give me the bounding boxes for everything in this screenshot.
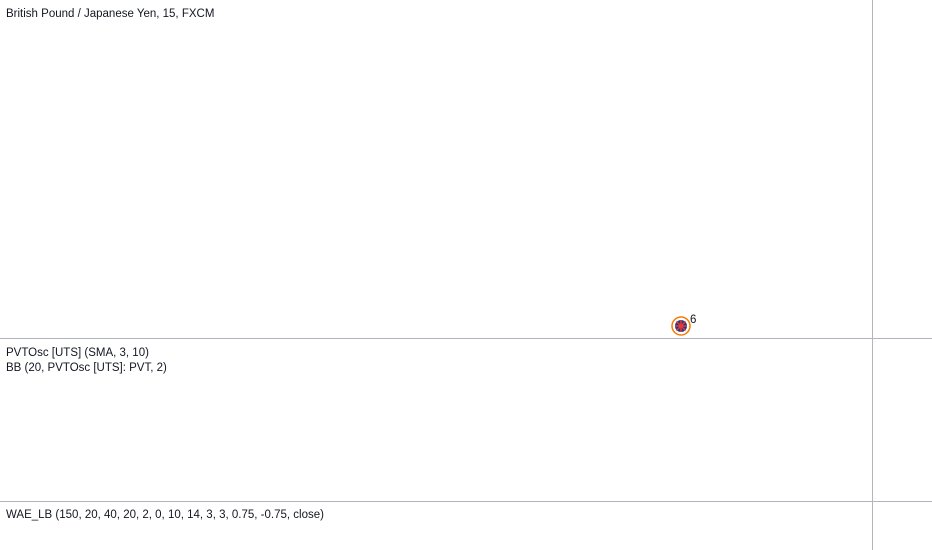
badge-count: 6 <box>690 314 696 326</box>
events-badge[interactable]: 6 <box>671 314 696 336</box>
indicator-label: BB (20, PVTOsc [UTS]: PVT, 2) <box>6 362 167 374</box>
indicator-label: WAE_LB (150, 20, 40, 20, 2, 0, 10, 14, 3… <box>6 509 324 521</box>
chart-title: British Pound / Japanese Yen, 15, FXCM <box>6 8 214 20</box>
indicator-label: PVTOsc [UTS] (SMA, 3, 10) <box>6 347 149 359</box>
badge-cross <box>675 320 687 332</box>
